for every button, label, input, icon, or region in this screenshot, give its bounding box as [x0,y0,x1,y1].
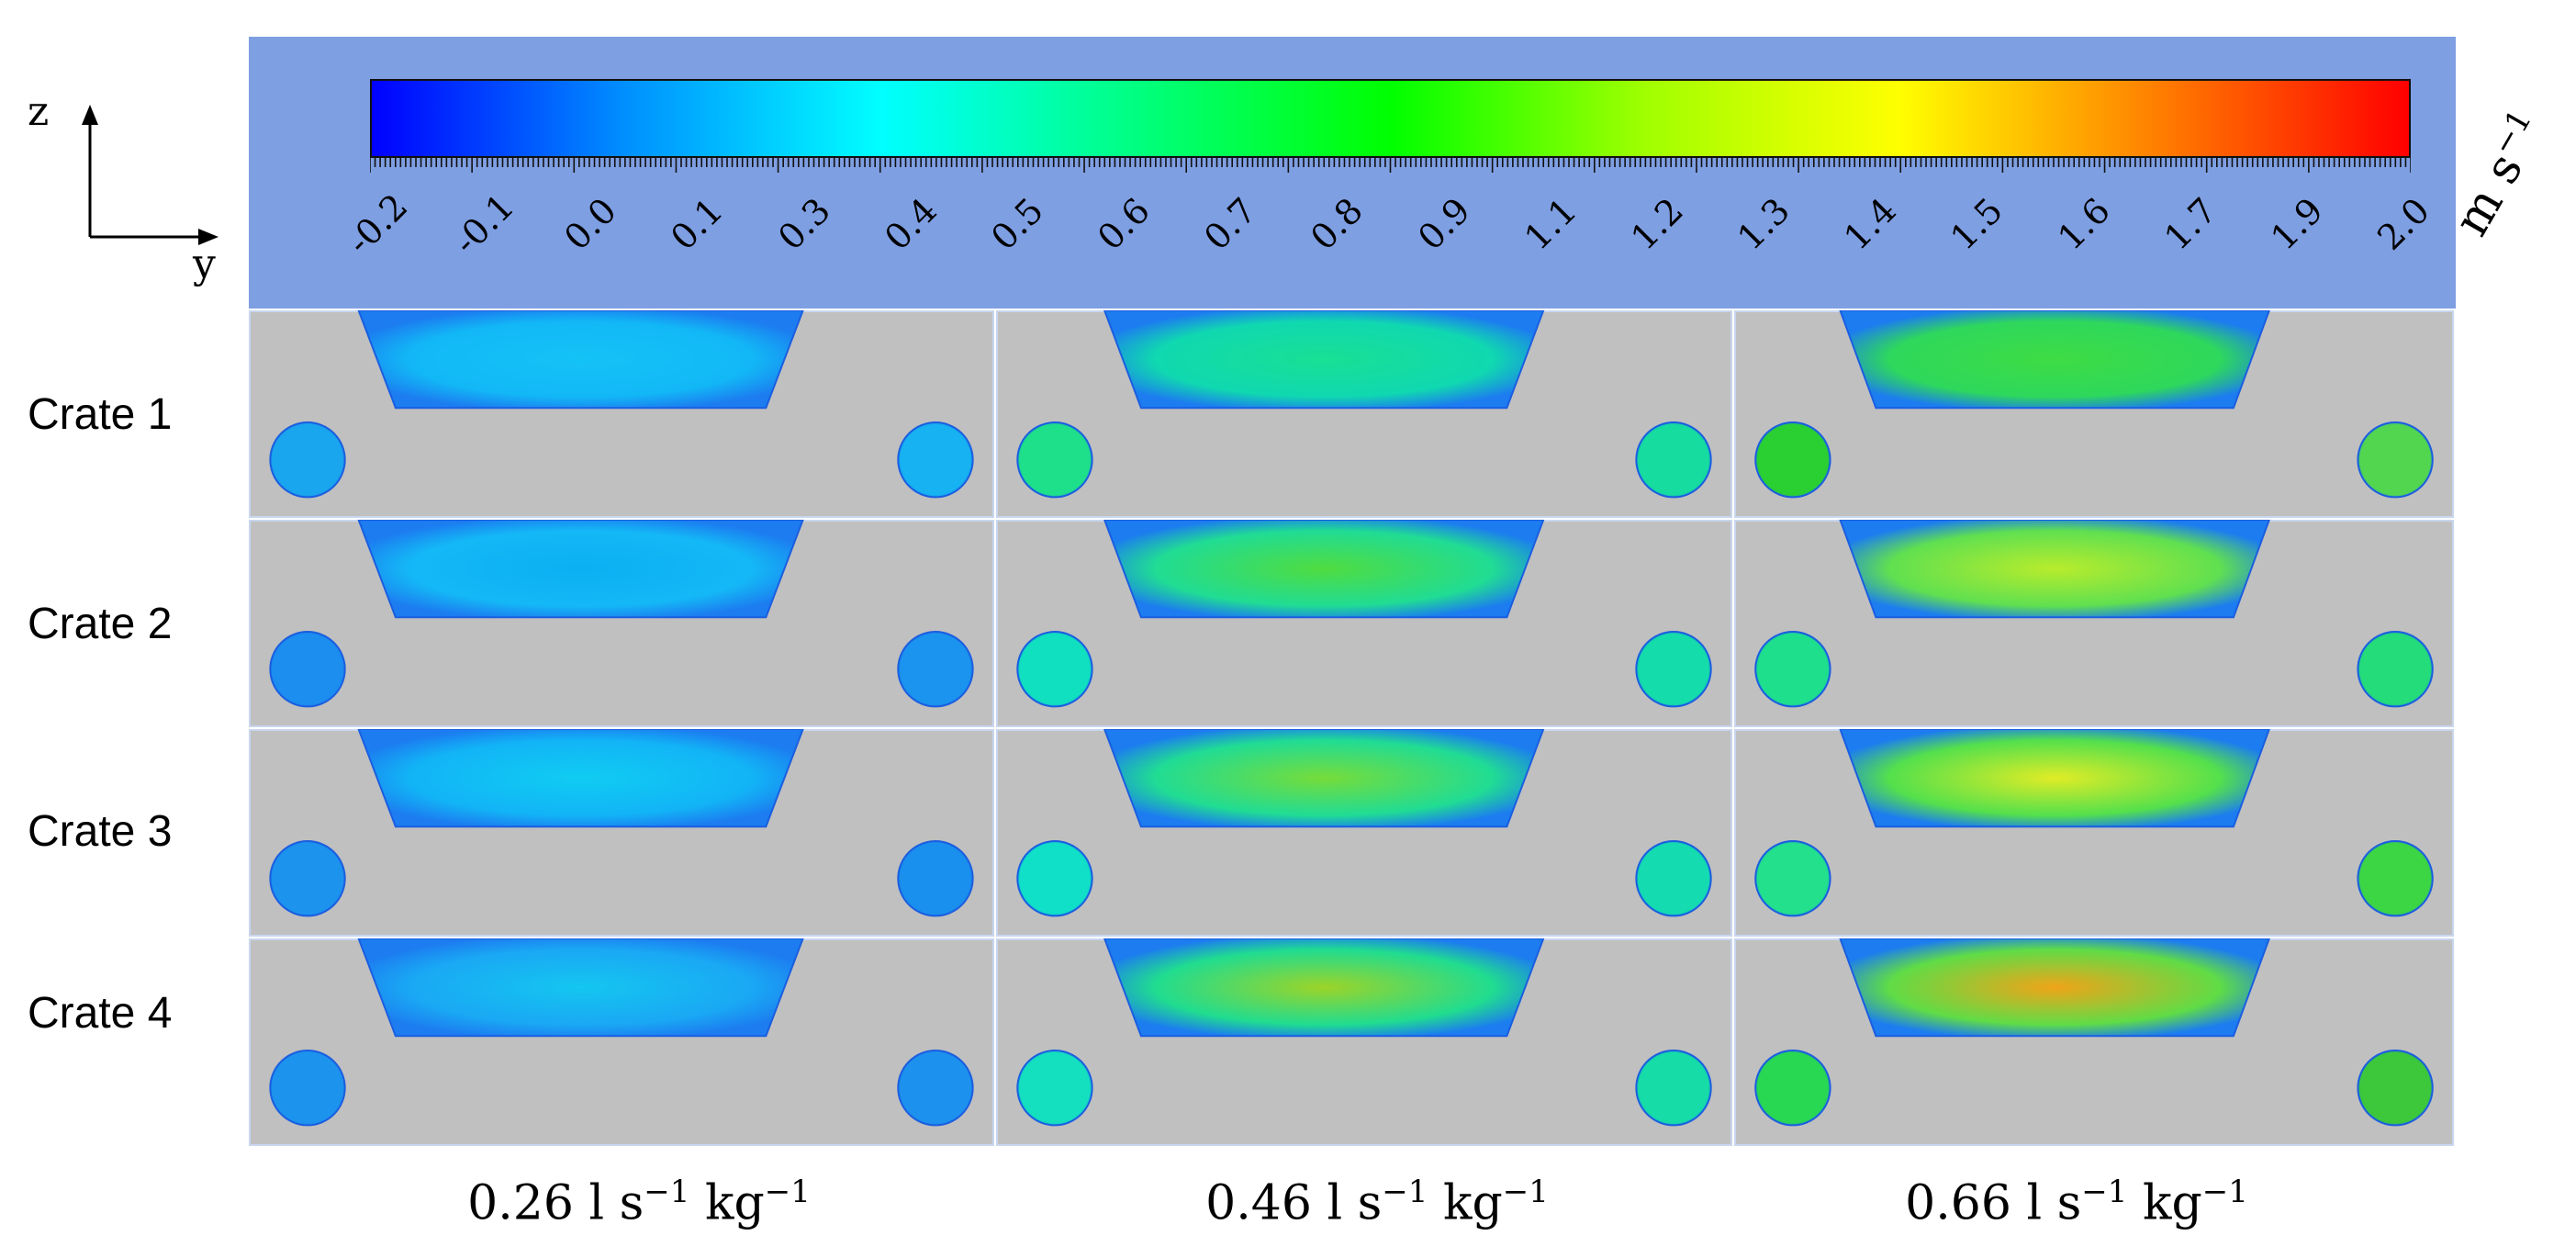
contour-panel-r2-c1 [249,520,994,727]
y-axis-label: y [193,241,216,287]
column-label-0.46: 0.46 l s−1 kg−1 [1205,1174,1549,1230]
crate-cross-section [357,729,804,828]
pipe-right-cross-section [2357,1050,2434,1127]
unit-text: m s [2444,144,2535,246]
column-exp: −1 [644,1174,690,1210]
pipe-left-cross-section [269,631,346,708]
pipe-left-cross-section [269,840,346,917]
contour-panel-r1-c1 [249,310,994,518]
column-label-0.26: 0.26 l s−1 kg−1 [467,1174,811,1230]
contour-panel-r2-c2 [996,520,1732,727]
pipe-left-cross-section [1016,631,1093,708]
column-value: 0.66 l s [1905,1175,2082,1231]
pipe-left-cross-section [1754,421,1831,499]
crate-cross-section [1839,520,2270,619]
crate-cross-section [1839,310,2270,410]
row-label-crate-3: Crate 3 [28,807,173,856]
crate-cross-section [1103,938,1545,1038]
crate-cross-section [1103,520,1545,619]
column-value: 0.46 l s [1205,1175,1383,1231]
pipe-left-cross-section [1016,1050,1093,1127]
pipe-right-cross-section [2357,631,2434,708]
crate-cross-section [357,520,804,619]
pipe-left-cross-section [269,1050,346,1127]
crate-cross-section [1103,310,1545,410]
row-label-crate-2: Crate 2 [28,600,173,648]
pipe-right-cross-section [2357,840,2434,917]
contour-panel-r1-c3 [1734,310,2454,518]
contour-grid [249,310,2456,1148]
column-label-0.66: 0.66 l s−1 kg−1 [1905,1174,2248,1230]
pipe-left-cross-section [1754,840,1831,917]
column-unit: kg [1428,1175,1503,1231]
axes-indicator [82,105,218,245]
column-exp: −1 [1382,1174,1428,1210]
pipe-left-cross-section [1754,1050,1831,1127]
contour-panel-r3-c3 [1734,729,2454,937]
z-arrow-head [82,105,98,125]
contour-panel-r3-c2 [996,729,1732,937]
contour-panel-r4-c1 [249,938,994,1146]
colorbar-gradient [370,79,2411,158]
column-exp: −1 [764,1174,811,1210]
pipe-right-cross-section [2357,421,2434,499]
column-value: 0.26 l s [467,1175,644,1231]
contour-panel-r4-c2 [996,938,1732,1146]
pipe-right-cross-section [1635,1050,1712,1127]
crate-cross-section [357,938,804,1038]
crate-cross-section [1839,938,2270,1038]
row-label-crate-4: Crate 4 [28,989,173,1038]
pipe-right-cross-section [897,421,974,499]
z-axis-label: z [28,88,50,135]
contour-panel-r3-c1 [249,729,994,937]
column-unit: kg [2127,1175,2202,1231]
column-exp: −1 [1502,1174,1549,1210]
column-exp: −1 [2201,1174,2248,1210]
pipe-right-cross-section [897,631,974,708]
column-unit: kg [689,1175,765,1231]
pipe-left-cross-section [1754,631,1831,708]
pipe-right-cross-section [897,840,974,917]
column-exp: −1 [2081,1174,2128,1210]
pipe-right-cross-section [1635,840,1712,917]
contour-panel-r2-c3 [1734,520,2454,727]
crate-cross-section [1839,729,2270,828]
colorbar-unit-label: m s−1 [2442,103,2557,245]
pipe-right-cross-section [897,1050,974,1127]
y-arrow-head [198,229,218,245]
contour-panel-r1-c2 [996,310,1732,518]
colorbar-background [249,37,2456,309]
crate-cross-section [1103,729,1545,828]
pipe-left-cross-section [1016,421,1093,499]
pipe-left-cross-section [269,421,346,499]
pipe-right-cross-section [1635,421,1712,499]
colorbar-minor-ticks [370,156,2411,173]
pipe-left-cross-section [1016,840,1093,917]
pipe-right-cross-section [1635,631,1712,708]
row-label-crate-1: Crate 1 [28,390,173,439]
contour-panel-r4-c3 [1734,938,2454,1146]
crate-cross-section [357,310,804,410]
